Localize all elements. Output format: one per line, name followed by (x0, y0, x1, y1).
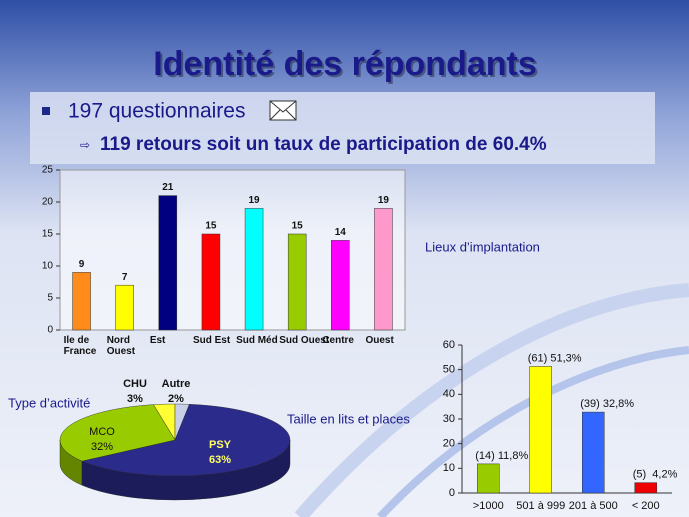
y-tick-label: 20 (443, 438, 455, 450)
bar (115, 284, 134, 331)
x-tick-label: Sud Ouest (279, 335, 330, 346)
arrow-icon: ⇨ (80, 138, 90, 152)
x-tick-label: 201 à 500 (569, 500, 618, 512)
value-label: 32% (91, 441, 113, 453)
envelope-icon (269, 100, 297, 121)
bullet-icon (42, 107, 50, 115)
slide-title: Identité des répondants (153, 45, 537, 83)
x-tick-label: Nord Ouest (106, 335, 136, 357)
chart-title: Lieux d’implantation (425, 239, 540, 254)
plot-area (59, 169, 406, 331)
pie-slice (81, 404, 291, 477)
bar (287, 233, 307, 331)
chart-title: Taille en lits et places (287, 411, 410, 426)
x-tick-label: Est (149, 335, 166, 346)
sub-bullet: 119 retours soit un taux de participatio… (100, 134, 547, 155)
bar (374, 208, 393, 331)
value-label: 9 (79, 259, 85, 270)
x-tick-label: < 200 (632, 500, 660, 512)
value-label: 19 (249, 195, 261, 206)
pie-label: CHU (123, 378, 147, 390)
x-tick-label: Ouest (365, 335, 394, 346)
bar (477, 463, 500, 494)
chart-title: Type d’activité (8, 395, 90, 410)
y-tick-label: 60 (443, 339, 455, 351)
y-tick-label: 5 (47, 293, 53, 304)
x-tick-label: >1000 (473, 500, 504, 512)
value-label: 63% (209, 454, 231, 466)
y-tick-label: 50 (443, 364, 455, 376)
y-tick-label: 40 (443, 388, 455, 400)
bar (72, 272, 91, 331)
x-tick-label: Centre (322, 335, 354, 346)
value-label: (14) 11,8% (475, 450, 528, 462)
swirl (294, 283, 689, 517)
x-tick-label: Sud Est (192, 335, 231, 346)
pie-label: Autre (162, 378, 191, 390)
value-label: 14 (335, 227, 347, 238)
value-label: 19 (378, 195, 390, 206)
bullet: 197 questionnaires (68, 100, 245, 123)
y-tick-label: 20 (42, 197, 54, 208)
value-label: (39) 32,8% (580, 398, 634, 410)
value-label: (5) 4,2% (633, 469, 678, 481)
y-tick-label: 0 (449, 487, 455, 499)
value-label: 21 (162, 182, 174, 193)
x-tick-label: Sud Méd (236, 335, 278, 346)
value-label: (61) 51,3% (528, 352, 582, 364)
y-tick-label: 25 (42, 165, 54, 176)
pie-label: PSY (209, 439, 232, 451)
value-label: 15 (292, 221, 304, 232)
bar (331, 240, 350, 331)
bar (158, 195, 178, 331)
x-tick-label: 501 à 999 (516, 500, 565, 512)
bar (529, 366, 552, 494)
bullet-box (30, 92, 655, 164)
y-tick-label: 30 (443, 413, 455, 425)
y-tick-label: 15 (42, 229, 54, 240)
y-tick-label: 10 (443, 462, 455, 474)
x-tick-label: Ile de France (63, 335, 97, 357)
value-label: 15 (205, 221, 217, 232)
value-label: 3% (127, 393, 143, 405)
bar (582, 411, 605, 494)
bar (201, 233, 221, 331)
value-label: 2% (168, 393, 184, 405)
value-label: 7 (122, 272, 128, 283)
pie-slice (59, 404, 176, 462)
bar (244, 208, 264, 331)
y-tick-label: 10 (42, 261, 54, 272)
y-tick-label: 0 (47, 325, 53, 336)
bar (634, 482, 657, 494)
title-shadow: Identité des répondants (155, 47, 539, 85)
pie-label: MCO (89, 426, 115, 438)
